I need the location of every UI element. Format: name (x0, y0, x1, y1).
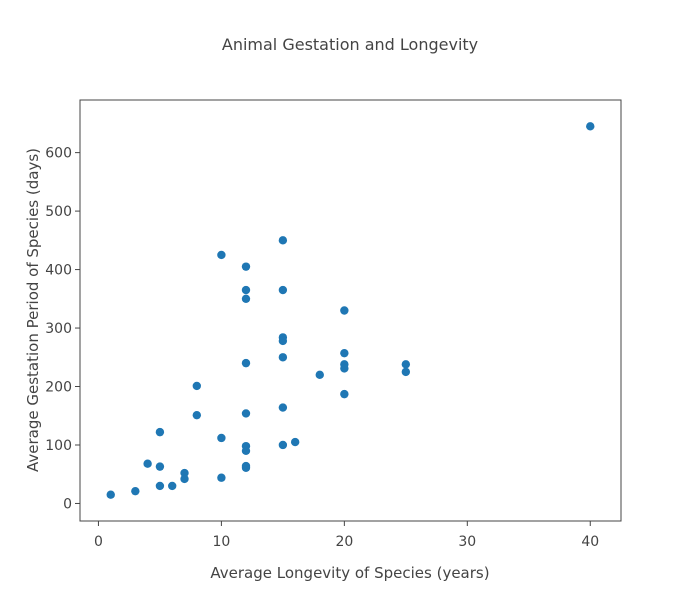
data-point (401, 367, 411, 377)
data-point (278, 353, 288, 362)
x-tick-label: 20 (335, 534, 353, 550)
data-point (192, 381, 202, 391)
data-points (106, 122, 595, 499)
y-tick-label: 200 (45, 380, 72, 396)
x-tick-label: 10 (212, 534, 230, 550)
data-point (315, 370, 324, 380)
data-point (340, 389, 349, 399)
data-point (168, 481, 177, 491)
data-point (241, 409, 251, 418)
data-point (155, 427, 165, 437)
y-tick-label: 300 (45, 321, 72, 337)
data-point (241, 262, 251, 271)
x-tick-label: 40 (581, 534, 599, 550)
data-point (217, 250, 226, 260)
data-point (278, 236, 288, 245)
x-axis-ticks: 0 10 20 30 40 (94, 521, 599, 550)
y-axis-title: Average Gestation Period of Species (day… (24, 148, 42, 472)
data-point (340, 348, 349, 358)
data-point (340, 364, 349, 373)
x-tick-label: 0 (94, 534, 103, 550)
y-tick-label: 0 (63, 496, 72, 512)
data-point (278, 285, 288, 295)
data-point (278, 403, 288, 412)
data-point (180, 468, 189, 478)
data-point (131, 486, 140, 496)
chart-title: Animal Gestation and Longevity (222, 35, 478, 54)
data-point (143, 459, 152, 468)
y-tick-label: 500 (45, 204, 72, 220)
y-tick-label: 100 (45, 438, 72, 454)
x-axis-title: Average Longevity of Species (years) (210, 564, 489, 582)
data-point (241, 446, 251, 456)
data-point (180, 474, 189, 484)
data-point (217, 473, 226, 482)
y-axis-ticks: 0 100 200 300 400 500 600 (45, 146, 80, 512)
data-point (278, 440, 288, 450)
data-point (586, 122, 595, 131)
data-point (155, 462, 165, 471)
data-point (241, 463, 251, 472)
data-point (106, 490, 115, 499)
data-point (340, 306, 349, 315)
data-point (401, 360, 411, 369)
data-point (217, 433, 226, 443)
data-point (278, 336, 288, 346)
data-point (241, 294, 251, 304)
x-tick-label: 30 (458, 534, 476, 550)
y-tick-label: 600 (45, 146, 72, 162)
plot-area-frame (79, 99, 622, 522)
data-point (241, 285, 251, 295)
data-point (241, 358, 251, 368)
y-tick-label: 400 (45, 263, 72, 279)
data-point (290, 437, 300, 447)
data-point (155, 481, 165, 491)
data-point (192, 410, 202, 420)
